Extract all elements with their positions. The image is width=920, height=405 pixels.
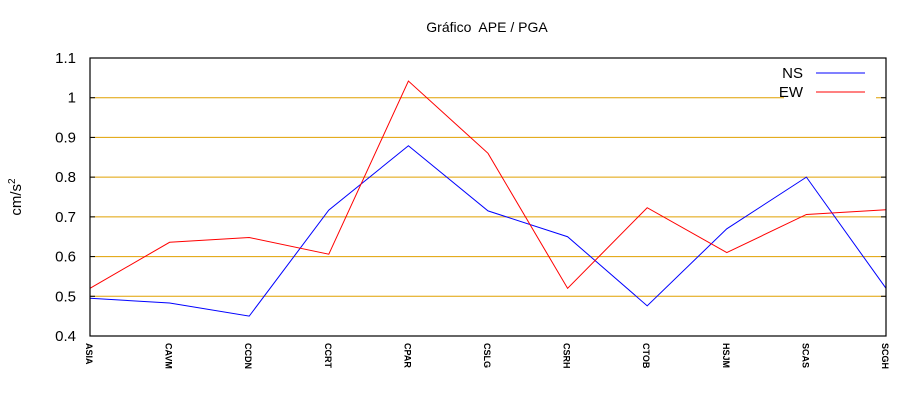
x-tick-label: CCRT	[323, 343, 333, 368]
x-tick-label: SCAS	[800, 343, 810, 368]
series-line-ew	[90, 81, 886, 288]
y-tick-label: 1.1	[55, 50, 76, 67]
x-tick-label: CSLG	[482, 343, 492, 368]
x-tick-label: SCGH	[880, 343, 890, 369]
x-tick-label: ASIA	[84, 343, 94, 365]
legend-label: EW	[779, 84, 804, 101]
series-lines	[90, 81, 886, 316]
y-tick-label: 0.8	[55, 169, 76, 186]
x-tick-label: HSJM	[721, 343, 731, 368]
y-ticks: 0.4 0.5 0.6 0.7 0.8 0.9 1 1.1	[55, 50, 886, 345]
y-tick-label: 0.9	[55, 129, 76, 146]
gridlines	[90, 98, 886, 297]
series-line-ns	[90, 146, 886, 316]
y-tick-label: 0.6	[55, 249, 76, 266]
plot-frame	[90, 58, 886, 336]
y-tick-label: 0.7	[55, 209, 76, 226]
x-tick-label: CAVM	[164, 343, 174, 369]
x-tick-label: CCDN	[243, 343, 253, 369]
y-tick-label: 0.4	[55, 328, 76, 345]
chart-title: Gráfico APE / PGA	[426, 19, 548, 35]
y-tick-label: 1	[68, 90, 76, 107]
y-tick-label: 0.5	[55, 288, 76, 305]
legend-label: NS	[782, 65, 803, 82]
y-axis-label: cm/s2	[7, 178, 25, 216]
x-tick-label: CSRH	[562, 343, 572, 369]
x-tick-label: CTOB	[641, 343, 651, 369]
x-tick-label: CPAR	[402, 343, 412, 368]
x-ticks: ASIA CAVM CCDN CCRT CPAR CSLG CSRH CTOB HSJM SCAS…	[84, 343, 890, 369]
